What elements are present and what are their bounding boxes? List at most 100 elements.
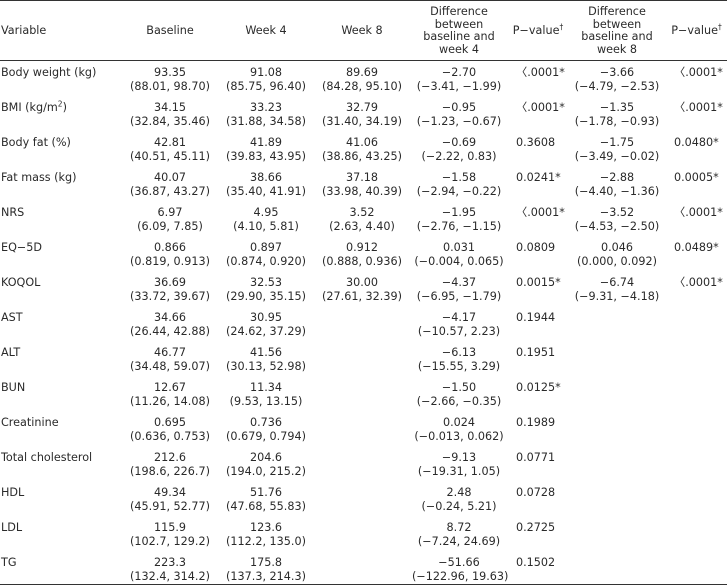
week8-cell: 37.18 (33.98, 40.39): [314, 166, 410, 201]
week4-cell: 41.89 (39.83, 43.95): [218, 131, 314, 166]
difference-week8-value: −1.75: [599, 136, 635, 149]
pvalue-week4-cell: 0.1944: [516, 311, 556, 324]
header-diff8-line: Difference: [588, 5, 646, 18]
week8-ci: (27.61, 32.39): [322, 289, 402, 303]
difference-week8-ci: (−3.49, −0.02): [574, 149, 660, 163]
difference-week4-value: −6.13: [441, 346, 477, 359]
variable-cell: Body fat (%): [0, 131, 122, 166]
week8-value: 37.18: [345, 171, 379, 184]
variable-cell: HDL: [0, 481, 122, 516]
baseline-ci: (102.7, 129.2): [130, 534, 210, 548]
difference-week8-ci: (−4.79, −2.53): [574, 79, 660, 93]
week8-cell: 3.52 (2.63, 4.40): [314, 201, 410, 236]
variable-name: LDL: [1, 521, 23, 534]
week4-ci: (4.10, 5.81): [233, 219, 299, 233]
pvalue-week4-cell: 0.0015*: [516, 276, 561, 289]
table-row: Body fat (%) 42.81 (40.51, 45.11) 41.89 (39.…: [0, 131, 727, 166]
baseline-cell: 0.695 (0.636, 0.753): [122, 411, 218, 446]
baseline-cell: 223.3 (132.4, 314.2): [122, 551, 218, 585]
baseline-value: 115.9: [153, 521, 187, 534]
difference-week8-cell: −3.52 (−4.53, −2.50): [568, 201, 666, 236]
difference-week4-ci: (−2.66, −0.35): [416, 394, 502, 408]
difference-week8-value: −1.35: [599, 101, 635, 114]
header-diff8-line: baseline and: [581, 30, 653, 43]
baseline-ci: (26.44, 42.88): [130, 324, 210, 338]
week4-cell: 123.6 (112.2, 135.0): [218, 516, 314, 551]
variable-cell: KOQOL: [0, 271, 122, 306]
week4-cell: 0.736 (0.679, 0.794): [218, 411, 314, 446]
variable-name: BMI (kg/m: [1, 101, 58, 114]
pvalue-week8-cell: [666, 411, 727, 446]
variable-superscript: 2: [57, 99, 63, 109]
variable-tail: ): [62, 101, 67, 114]
difference-week4-ci: (−0.013, 0.062): [414, 429, 504, 443]
week8-cell: [314, 446, 410, 481]
week4-cell: 4.95 (4.10, 5.81): [218, 201, 314, 236]
baseline-ci: (11.26, 14.08): [130, 394, 210, 408]
difference-week8-ci: (0.000, 0.092): [577, 254, 657, 268]
difference-week8-cell: [568, 516, 666, 551]
header-difference-week8: Difference between baseline and week 8: [568, 0, 666, 61]
baseline-ci: (0.819, 0.913): [130, 254, 210, 268]
baseline-ci: (0.636, 0.753): [130, 429, 210, 443]
baseline-cell: 115.9 (102.7, 129.2): [122, 516, 218, 551]
header-diff4-line: between: [434, 17, 484, 31]
difference-week4-value: −1.50: [441, 381, 477, 394]
baseline-value: 212.6: [153, 451, 187, 464]
baseline-cell: 6.97 (6.09, 7.85): [122, 201, 218, 236]
variable-name: TG: [1, 556, 17, 569]
difference-week4-cell: −9.13 (−19.31, 1.05): [410, 446, 508, 481]
week4-cell: 0.897 (0.874, 0.920): [218, 236, 314, 271]
baseline-value: 34.15: [153, 101, 187, 114]
baseline-value: 49.34: [153, 486, 187, 499]
difference-week4-ci: (−2.94, −0.22): [416, 184, 502, 198]
difference-week8-cell: −6.74 (−9.31, −4.18): [568, 271, 666, 306]
week4-ci: (29.90, 35.15): [226, 289, 306, 303]
week4-value: 30.95: [249, 311, 283, 324]
week4-cell: 51.76 (47.68, 55.83): [218, 481, 314, 516]
week4-value: 41.56: [249, 346, 283, 359]
variable-name: AST: [1, 311, 23, 324]
pvalue-week4-cell: 0.3608: [516, 136, 556, 149]
header-week4: Week 4: [218, 0, 314, 61]
difference-week4-cell: −1.58 (−2.94, −0.22): [410, 166, 508, 201]
table-row: LDL 115.9 (102.7, 129.2) 123.6 (112.2, 135.0…: [0, 516, 727, 551]
difference-week4-cell: −4.37 (−6.95, −1.79): [410, 271, 508, 306]
pvalue-week8-cell: 0.0480*: [674, 136, 719, 149]
week4-cell: 91.08 (85.75, 96.40): [218, 61, 314, 97]
week8-ci: (0.888, 0.936): [322, 254, 402, 268]
difference-week4-value: −1.58: [441, 171, 477, 184]
difference-week4-ci: (−15.55, 3.29): [417, 359, 501, 373]
variable-name: ALT: [1, 346, 21, 359]
week8-value: 0.912: [345, 241, 379, 254]
week8-cell: [314, 376, 410, 411]
week4-cell: 30.95 (24.62, 37.29): [218, 306, 314, 341]
week8-value: 41.06: [345, 136, 379, 149]
variable-cell: Total cholesterol: [0, 446, 122, 481]
week4-ci: (0.874, 0.920): [226, 254, 306, 268]
baseline-cell: 46.77 (34.48, 59.07): [122, 341, 218, 376]
baseline-cell: 34.15 (32.84, 35.46): [122, 96, 218, 131]
difference-week8-cell: 0.046 (0.000, 0.092): [568, 236, 666, 271]
header-diff4-line: week 4: [438, 42, 480, 56]
variable-cell: EQ−5D: [0, 236, 122, 271]
week4-value: 91.08: [249, 66, 283, 79]
week4-value: 0.897: [249, 241, 283, 254]
difference-week4-value: 8.72: [446, 521, 472, 534]
week4-value: 32.53: [249, 276, 283, 289]
baseline-ci: (40.51, 45.11): [130, 149, 210, 163]
pvalue-week4-cell: 〈.0001*: [516, 66, 565, 79]
baseline-cell: 49.34 (45.91, 52.77): [122, 481, 218, 516]
difference-week8-cell: −3.66 (−4.79, −2.53): [568, 61, 666, 97]
baseline-value: 0.695: [153, 416, 187, 429]
baseline-cell: 0.866 (0.819, 0.913): [122, 236, 218, 271]
variable-cell: Creatinine: [0, 411, 122, 446]
difference-week4-ci: (−0.004, 0.065): [414, 254, 504, 268]
difference-week4-cell: 2.48 (−0.24, 5.21): [410, 481, 508, 516]
pvalue-week4-cell: 0.0728: [516, 486, 556, 499]
table-row: Fat mass (kg) 40.07 (36.87, 43.27) 38.66 (35…: [0, 166, 727, 201]
baseline-value: 223.3: [153, 556, 187, 569]
difference-week4-ci: (−2.76, −1.15): [416, 219, 502, 233]
week4-ci: (35.40, 41.91): [226, 184, 306, 198]
